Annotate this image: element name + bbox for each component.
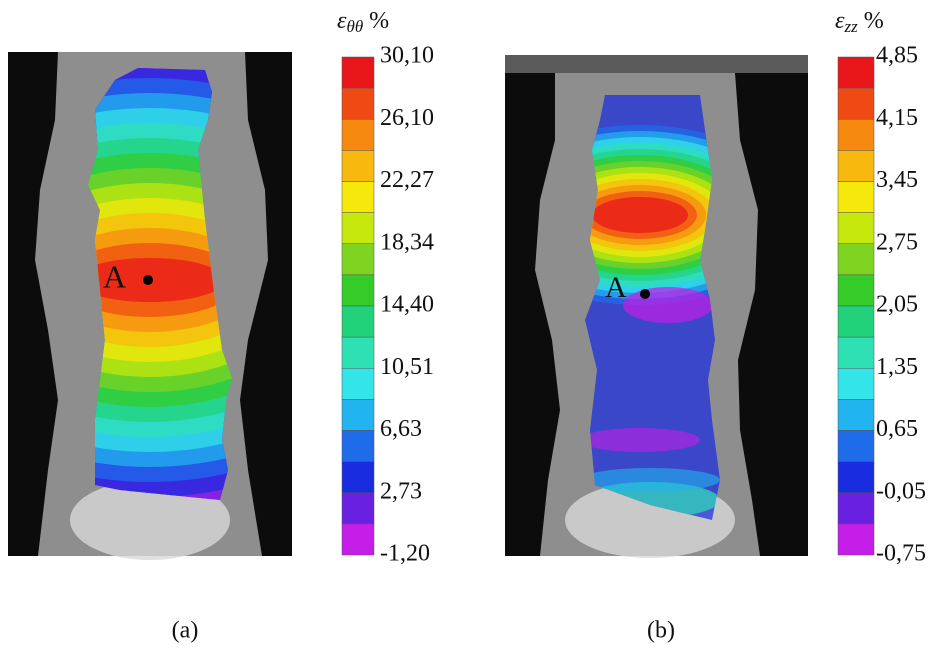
colorbar-tick-label: 10,51 [380, 354, 434, 380]
point-label: A [605, 271, 627, 304]
colorbar-band [341, 492, 375, 525]
colorbar-band [341, 430, 375, 462]
colorbar-band [341, 399, 375, 431]
colorbar-tick-label: 26,10 [380, 105, 434, 131]
contour [585, 468, 720, 492]
contour [623, 287, 713, 323]
colorbar-tick-label: 22,27 [380, 167, 434, 193]
point-label: A [103, 258, 126, 294]
colorbar-title: εzz% [835, 8, 884, 36]
colorbar-band [837, 523, 875, 556]
specimen-highlight [70, 480, 230, 560]
colorbar-band [341, 243, 375, 276]
colorbar-band [837, 492, 875, 525]
colorbar-band [837, 461, 875, 493]
colorbar-tick-label: 2,05 [876, 292, 918, 318]
colorbar-band [341, 212, 375, 244]
colorbar-tick-label: 4,85 [876, 43, 918, 69]
contour [585, 428, 700, 452]
colorbar-band [837, 181, 875, 213]
subscript: θθ [346, 17, 363, 36]
colorbar-band [837, 368, 875, 400]
colorbar-band [341, 461, 375, 493]
colorbar-tick-label: 2,75 [876, 229, 918, 255]
colorbar-band [837, 243, 875, 276]
grip [505, 55, 808, 73]
subscript: zz [843, 17, 858, 36]
colorbar-band [837, 56, 875, 89]
caption: (b) [647, 618, 675, 644]
point-marker [640, 289, 650, 299]
unit: % [864, 8, 884, 34]
point-marker [143, 275, 153, 285]
contour [592, 197, 688, 233]
colorbar-band [837, 305, 875, 338]
symbol: ε [835, 8, 845, 34]
unit: % [369, 8, 389, 34]
colorbar-band [341, 119, 375, 151]
colorbar-band [837, 336, 875, 369]
colorbar-band [341, 87, 375, 120]
symbol: ε [337, 8, 347, 34]
colorbar-tick-label: 1,35 [876, 354, 918, 380]
colorbar-tick-label: 14,40 [380, 292, 434, 318]
colorbar-tick-label: 0,65 [876, 416, 918, 442]
colorbar-band [341, 305, 375, 338]
colorbar-band [341, 150, 375, 182]
colorbar-band [341, 523, 375, 556]
colorbar-band [341, 368, 375, 400]
colorbar-band [837, 119, 875, 151]
colorbar-title: εθθ% [337, 8, 389, 36]
colorbar-tick-label: 4,15 [876, 105, 918, 131]
colorbar-tick-label: -1,20 [380, 541, 430, 567]
colorbar-band [837, 430, 875, 462]
colorbar-band [837, 274, 875, 307]
colorbar-band [837, 212, 875, 244]
colorbar-tick-label: -0,05 [876, 478, 926, 504]
colorbar-band [341, 181, 375, 213]
colorbar-band [341, 56, 375, 89]
colorbar-tick-label: 3,45 [876, 167, 918, 193]
colorbar-band [341, 274, 375, 307]
colorbar-band [341, 336, 375, 369]
caption: (a) [172, 618, 199, 644]
colorbar-band [837, 399, 875, 431]
colorbar-tick-label: 2,73 [380, 478, 422, 504]
colorbar-tick-label: -0,75 [876, 541, 926, 567]
colorbar-tick-label: 30,10 [380, 43, 434, 69]
colorbar-band [837, 87, 875, 120]
colorbar-tick-label: 18,34 [380, 229, 434, 255]
colorbar-band [837, 150, 875, 182]
colorbar-tick-label: 6,63 [380, 416, 422, 442]
